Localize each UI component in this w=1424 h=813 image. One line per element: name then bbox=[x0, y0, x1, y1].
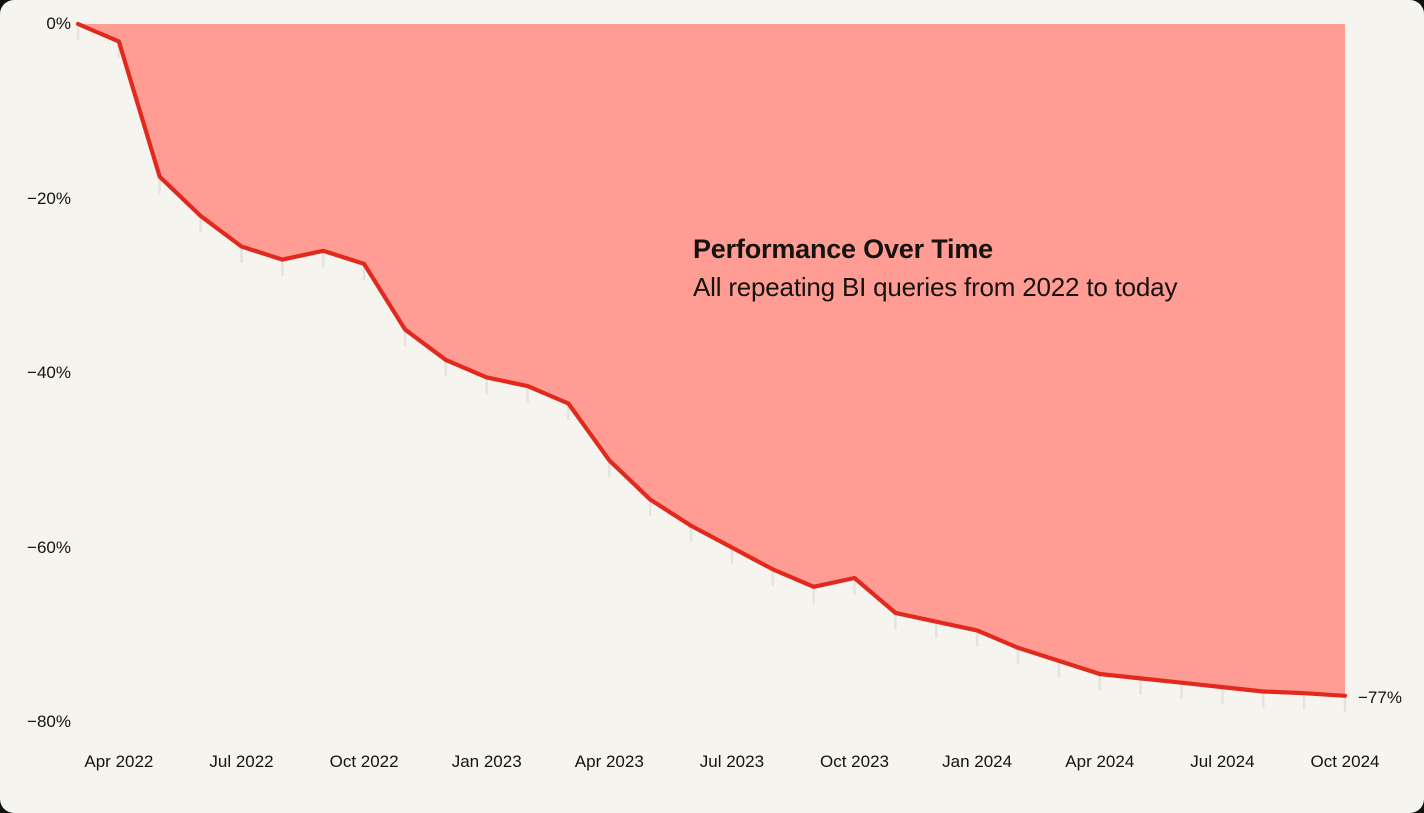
title-block: Performance Over Time All repeating BI q… bbox=[693, 233, 1177, 303]
y-axis-label: −40% bbox=[27, 363, 71, 382]
x-axis-label: Apr 2024 bbox=[1065, 752, 1135, 771]
y-axis-label: −80% bbox=[27, 712, 71, 731]
x-axis-label: Apr 2023 bbox=[574, 752, 644, 771]
x-axis-label: Jan 2024 bbox=[942, 752, 1013, 771]
y-axis-label: −20% bbox=[27, 188, 71, 208]
x-axis-label: Oct 2022 bbox=[329, 752, 399, 771]
x-axis-label: Oct 2024 bbox=[1310, 752, 1380, 771]
y-axis-label: −60% bbox=[27, 537, 71, 557]
chart-subtitle: All repeating BI queries from 2022 to to… bbox=[693, 272, 1178, 302]
series-line bbox=[75, 21, 1348, 698]
x-axis-label: Jul 2022 bbox=[209, 752, 274, 771]
final-value-label: −77% bbox=[1358, 687, 1402, 707]
x-axis-label: Apr 2022 bbox=[84, 752, 154, 771]
x-axis-label: Jul 2023 bbox=[699, 752, 765, 771]
chart-title: Performance Over Time bbox=[693, 234, 993, 264]
y-axis-label: 0% bbox=[46, 14, 71, 33]
x-axis-label: Jul 2024 bbox=[1190, 752, 1255, 771]
point-ticks bbox=[76, 25, 1347, 713]
x-axis-label: Oct 2023 bbox=[820, 752, 889, 771]
x-axis-label: Jan 2023 bbox=[451, 752, 522, 771]
area-fill bbox=[78, 24, 1345, 696]
